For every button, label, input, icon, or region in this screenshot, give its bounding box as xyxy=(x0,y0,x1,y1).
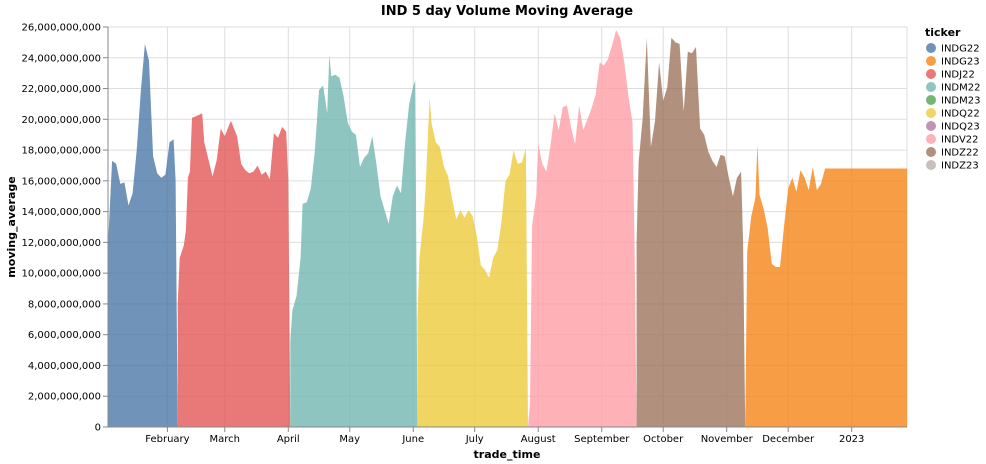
legend-symbol xyxy=(926,147,936,157)
legend-item-indq22: INDQ22 xyxy=(926,108,980,120)
legend-symbol xyxy=(926,134,936,144)
area-series-indg22 xyxy=(108,43,178,428)
y-tick-label: 6,000,000,000 xyxy=(28,330,101,341)
legend-label: INDZ22 xyxy=(941,148,979,159)
x-tick-label: June xyxy=(401,434,424,445)
legend-item-indq23: INDQ23 xyxy=(926,121,980,133)
y-tick-label: 14,000,000,000 xyxy=(21,207,101,218)
area-series-indm22 xyxy=(290,54,418,427)
area-series-group xyxy=(108,30,907,428)
x-tick-label: April xyxy=(277,434,300,445)
legend-symbol xyxy=(926,121,936,131)
legend-symbol xyxy=(926,108,936,118)
legend-item-indm23: INDM23 xyxy=(926,95,980,107)
legend-symbol xyxy=(926,43,936,53)
x-tick-label: February xyxy=(145,434,189,445)
y-tick-label: 10,000,000,000 xyxy=(21,269,101,280)
legend-symbol xyxy=(926,82,936,92)
y-tick-label: 12,000,000,000 xyxy=(21,238,101,249)
x-axis-title: trade_time xyxy=(474,448,541,461)
y-tick-label: 0 xyxy=(95,423,101,434)
legend-label: INDG23 xyxy=(941,57,980,68)
legend-symbol xyxy=(926,95,936,105)
x-tick-label: October xyxy=(643,434,684,445)
x-tick-label: August xyxy=(521,434,556,445)
x-tick-label: September xyxy=(574,434,630,445)
x-tick-label: 2023 xyxy=(839,434,864,445)
y-tick-label: 20,000,000,000 xyxy=(21,115,101,126)
legend-label: INDZ23 xyxy=(941,161,979,172)
y-tick-label: 26,000,000,000 xyxy=(21,23,101,34)
area-series-indj22 xyxy=(177,113,291,427)
x-tick-label: July xyxy=(465,434,484,445)
legend-item-indz22: INDZ22 xyxy=(926,147,979,159)
x-tick-label: November xyxy=(701,434,754,445)
legend-item-indg22: INDG22 xyxy=(926,43,980,55)
y-tick-label: 16,000,000,000 xyxy=(21,176,101,187)
y-axis-title: moving_average xyxy=(5,176,18,277)
legend-label: INDJ22 xyxy=(941,70,975,81)
area-series-indg23 xyxy=(745,143,907,427)
y-tick-label: 22,000,000,000 xyxy=(21,84,101,95)
legend-item-indz23: INDZ23 xyxy=(926,160,979,172)
legend-item-indv22: INDV22 xyxy=(926,134,979,146)
y-tick-label: 8,000,000,000 xyxy=(28,299,101,310)
legend-item-indj22: INDJ22 xyxy=(926,69,975,81)
legend-symbol xyxy=(926,56,936,66)
legend-label: INDM23 xyxy=(941,96,980,107)
x-tick-label: March xyxy=(210,434,240,445)
legend-item-indm22: INDM22 xyxy=(926,82,980,94)
legend-label: INDQ22 xyxy=(941,109,980,120)
legend-label: INDV22 xyxy=(941,135,979,146)
legend-title: ticker xyxy=(925,26,961,39)
chart-title: IND 5 day Volume Moving Average xyxy=(381,4,633,19)
y-tick-label: 18,000,000,000 xyxy=(21,146,101,157)
y-tick-label: 2,000,000,000 xyxy=(28,392,101,403)
y-tick-label: 24,000,000,000 xyxy=(21,53,101,64)
area-series-indq22 xyxy=(417,97,528,428)
x-tick-label: May xyxy=(339,434,360,445)
axes: 0 2,000,000,000 4,000,000,000 6,000,000,000… xyxy=(21,23,907,445)
legend-label: INDQ23 xyxy=(941,122,980,133)
legend-item-indg23: INDG23 xyxy=(926,56,980,68)
x-tick-label: December xyxy=(762,434,815,445)
legend-symbol xyxy=(926,160,936,170)
legend-symbol xyxy=(926,69,936,79)
area-series-indz22 xyxy=(636,37,746,428)
legend-label: INDG22 xyxy=(941,44,980,55)
legend-label: INDM22 xyxy=(941,83,980,94)
y-tick-label: 4,000,000,000 xyxy=(28,361,101,372)
area-series-indv22 xyxy=(528,30,637,427)
legend: ticker INDG22 INDG23 INDJ22 INDM22 INDM23 IND… xyxy=(925,26,980,172)
